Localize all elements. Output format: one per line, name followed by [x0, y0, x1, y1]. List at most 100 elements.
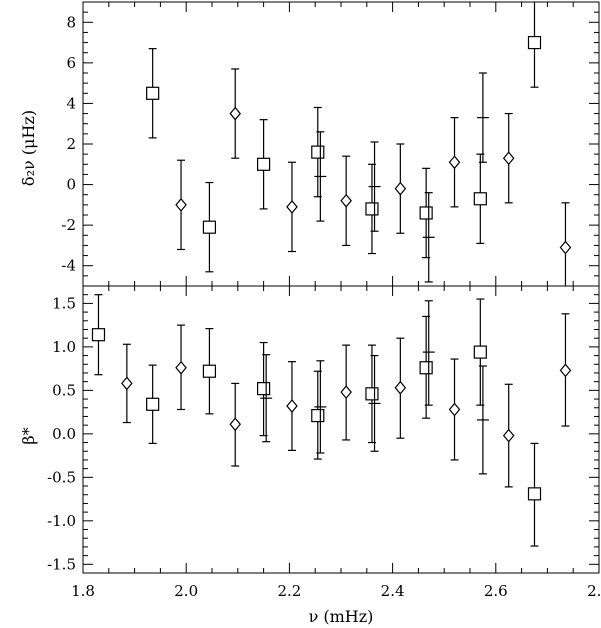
bottom-square-point [473, 298, 487, 406]
square-marker [365, 387, 379, 401]
square-marker [202, 220, 217, 234]
bottom-y-tick-label: -1.5 [47, 555, 76, 573]
diamond-marker [502, 151, 515, 166]
bottom-diamond-point [175, 324, 187, 411]
square-marker [257, 157, 271, 171]
bottom-diamond-point [559, 313, 572, 427]
top-diamond-point [448, 117, 461, 208]
top-diamond-point [175, 159, 187, 251]
bottom-diamond-point [229, 382, 242, 467]
top-plus-point [314, 131, 327, 222]
top-panel: -4 -2 0 2 4 6 8 [61, 1, 600, 287]
x-tick-label: 2.2 [277, 582, 301, 600]
bottom-y-tick-label: -1.0 [47, 512, 76, 530]
square-marker [473, 345, 487, 359]
square-marker [257, 382, 271, 396]
top-y-tick-label: 4 [66, 94, 76, 112]
x-tick-label: 1.8 [71, 582, 95, 600]
square-marker [419, 206, 433, 220]
square-marker [311, 408, 325, 423]
x-tick-label: 2.6 [484, 582, 508, 600]
top-plot-frame [82, 1, 600, 287]
square-marker [202, 364, 217, 378]
bottom-y-tick-label: 1.0 [52, 338, 76, 356]
bottom-diamond-point [340, 344, 352, 441]
top-plus-point [476, 72, 489, 163]
diamond-marker [175, 197, 187, 212]
diamond-marker [175, 360, 187, 375]
bottom-y-tick-label: -0.5 [47, 468, 76, 486]
square-marker [365, 202, 379, 216]
diamond-marker [286, 199, 298, 214]
diamond-marker [559, 363, 572, 378]
top-y-tick-label: 8 [66, 13, 76, 31]
diamond-marker [394, 181, 407, 196]
top-square-point [146, 48, 160, 139]
bottom-panel: 1.8 2.0 2.2 2.4 2.6 2.8 -1.5 -1.0 -0.5 0.0 0.5 1.0 1… [47, 285, 601, 600]
diamond-marker [502, 428, 515, 443]
bottom-diamond-point [394, 337, 407, 439]
top-square-point [419, 167, 433, 259]
bottom-plus-point [422, 300, 435, 406]
top-y-tick-label: -4 [61, 257, 76, 275]
bottom-diamond-point [286, 361, 298, 451]
top-square-point [365, 163, 379, 255]
bottom-square-point [527, 442, 542, 547]
diamond-marker [448, 155, 461, 170]
diamond-marker [121, 376, 133, 391]
top-y-tick-label: 2 [66, 135, 76, 153]
bottom-plot-frame [82, 285, 600, 574]
bottom-square-point [257, 341, 271, 437]
bottom-square-point [311, 370, 325, 460]
diamond-marker [286, 399, 298, 413]
top-square-point [311, 106, 325, 198]
bottom-plus-point [368, 354, 381, 452]
top-y-tick-label: 6 [66, 54, 76, 72]
y-axis-title-bottom: β* [19, 427, 38, 444]
square-marker [146, 86, 160, 100]
top-diamond-point [286, 161, 298, 253]
top-square-point [527, 2, 542, 88]
diamond-marker [340, 193, 352, 208]
square-marker [527, 487, 542, 501]
y-axis-title-top: δ₂ν (μHz) [19, 110, 38, 186]
x-tick-label: 2.0 [174, 582, 198, 600]
bottom-diamond-point [448, 358, 461, 461]
bottom-plus-point [314, 360, 327, 454]
top-diamond-point [229, 68, 242, 159]
diamond-marker [394, 380, 407, 395]
bottom-diamond-point [502, 383, 515, 488]
top-diamond-point [502, 112, 515, 204]
x-axis-title: ν (mHz) [309, 607, 374, 626]
bottom-y-tick-label: 1.5 [52, 294, 76, 312]
top-y-tick-label: 0 [66, 176, 76, 194]
x-tick-label: 2.8 [587, 582, 601, 600]
top-square-point [257, 119, 271, 210]
square-marker [91, 328, 106, 342]
top-square-point [473, 153, 487, 244]
diamond-marker [229, 417, 242, 432]
bottom-y-tick-label: 0.5 [52, 381, 76, 399]
top-y-tick-label: -2 [61, 216, 76, 234]
bottom-square-point [91, 294, 106, 376]
diamond-marker [229, 106, 242, 121]
top-square-point [202, 181, 217, 273]
square-marker [419, 361, 433, 375]
square-marker [473, 192, 487, 206]
bottom-square-point [365, 344, 379, 444]
bottom-plus-point [260, 354, 273, 443]
diamond-marker [448, 402, 461, 417]
top-diamond-point [340, 155, 352, 247]
bottom-square-point [202, 328, 217, 415]
top-plus-point [422, 192, 435, 283]
bottom-y-tick-label: 0.0 [52, 425, 76, 443]
top-diamond-point [394, 143, 407, 234]
top-plus-point [368, 141, 381, 232]
top-diamond-point [559, 202, 572, 286]
bottom-plus-point [476, 365, 489, 475]
diamond-marker [559, 240, 572, 255]
bottom-square-point [419, 315, 433, 419]
bottom-square-point [146, 364, 160, 445]
x-tick-label: 2.4 [381, 582, 405, 600]
square-marker [527, 35, 542, 50]
